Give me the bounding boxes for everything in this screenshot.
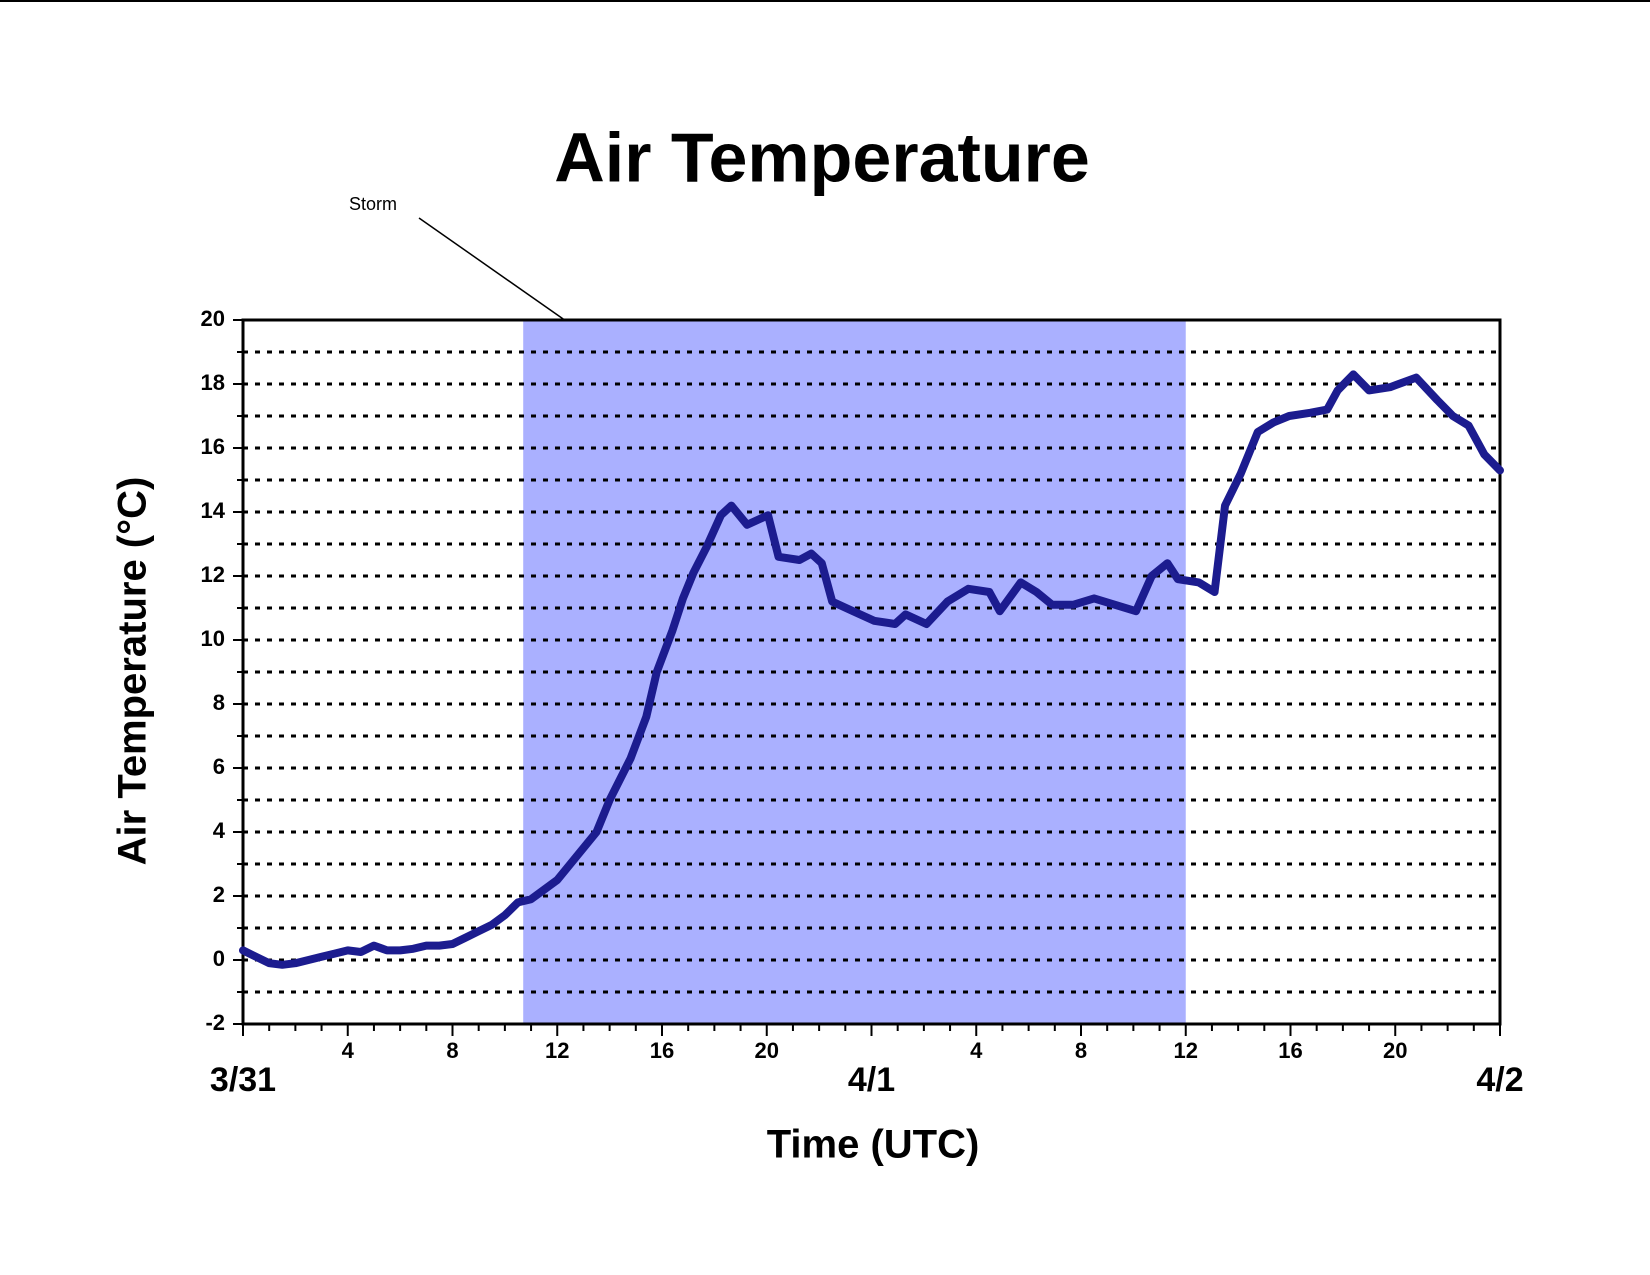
y-tick-label: 20: [201, 306, 225, 331]
x-axis-label: Time (UTC): [767, 1123, 980, 1167]
x-tick-label: 20: [1383, 1038, 1407, 1063]
y-tick-label: 12: [201, 562, 225, 587]
x-tick-label: 12: [1174, 1038, 1198, 1063]
data-line: [239, 370, 1504, 969]
y-tick-label: 18: [201, 370, 225, 395]
x-tick-label: 12: [545, 1038, 569, 1063]
x-tick-label: 4: [342, 1038, 355, 1063]
y-tick-label: 16: [201, 434, 225, 459]
x-tick-label: 16: [1278, 1038, 1302, 1063]
x-tick-label: 8: [1075, 1038, 1087, 1063]
y-tick-label: 10: [201, 626, 225, 651]
y-tick-label: 0: [213, 946, 225, 971]
y-tick-label: 14: [201, 498, 226, 523]
x-tick-label: 4: [970, 1038, 983, 1063]
y-tick-label: 2: [213, 882, 225, 907]
plot-frame: [241, 318, 1502, 1026]
y-tick-label: -2: [205, 1010, 225, 1035]
x-tick-label: 8: [446, 1038, 458, 1063]
y-tick-label: 6: [213, 754, 225, 779]
x-tick-label: 20: [755, 1038, 779, 1063]
annotation-label: Storm: [349, 194, 397, 214]
y-tick-label: 4: [213, 818, 226, 843]
y-tick-label: 8: [213, 690, 225, 715]
chart-title: Air Temperature: [554, 118, 1090, 196]
annotation-leader: [418, 217, 564, 320]
x-tick-label: 16: [650, 1038, 674, 1063]
x-tick-label: 4/2: [1476, 1061, 1523, 1099]
x-tick-label: 3/31: [210, 1061, 276, 1099]
y-axis-label: Air Temperature (°C): [111, 477, 155, 866]
x-tick-label: 4/1: [848, 1061, 895, 1099]
